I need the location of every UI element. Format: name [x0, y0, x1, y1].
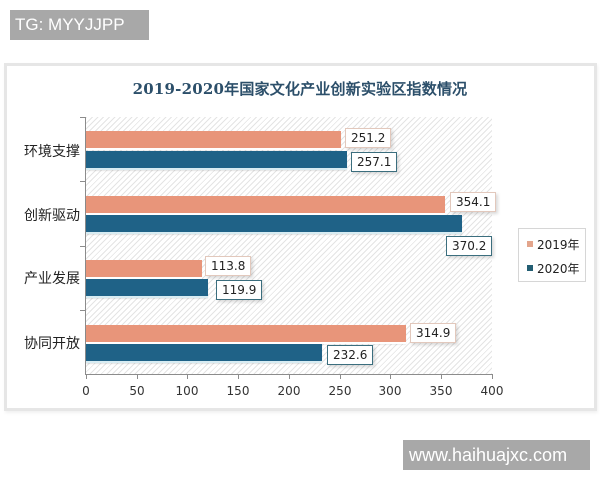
y-tick [80, 117, 86, 118]
x-tick [187, 374, 188, 379]
legend: 2019年 2020年 [518, 228, 586, 282]
x-tick-label: 0 [82, 384, 90, 398]
legend-swatch-2019 [527, 241, 533, 247]
category-label: 产业发展 [24, 271, 80, 287]
watermark-top: TG: MYYJJPP [10, 10, 149, 40]
x-tick [289, 374, 290, 379]
x-tick-label: 350 [429, 384, 453, 398]
bar-2020-环境支撑 [86, 151, 347, 168]
x-tick-label: 50 [129, 384, 145, 398]
legend-label-2020: 2020年 [537, 261, 580, 276]
x-tick [340, 374, 341, 379]
data-label-2019: 113.8 [205, 256, 252, 276]
x-tick [441, 374, 442, 379]
x-tick [390, 374, 391, 379]
data-label-2019: 354.1 [450, 192, 497, 212]
x-tick [238, 374, 239, 379]
bar-2019-产业发展 [86, 260, 202, 277]
x-tick-label: 200 [277, 384, 301, 398]
bar-2020-产业发展 [86, 279, 208, 296]
x-tick-label: 150 [226, 384, 250, 398]
data-label-2020: 232.6 [327, 345, 374, 365]
legend-item-2020: 2020年 [527, 260, 580, 276]
data-label-2019: 251.2 [345, 128, 392, 148]
x-tick [492, 374, 493, 379]
bar-2020-创新驱动 [86, 215, 462, 232]
y-tick [80, 181, 86, 182]
x-tick-label: 400 [480, 384, 504, 398]
data-label-2019: 314.9 [410, 323, 457, 343]
data-label-2020: 119.9 [216, 280, 263, 300]
y-tick [80, 310, 86, 311]
data-label-2020: 370.2 [446, 236, 493, 256]
category-label: 创新驱动 [24, 208, 80, 224]
x-tick-label: 300 [378, 384, 402, 398]
category-label: 协同开放 [24, 336, 80, 352]
legend-item-2019: 2019年 [527, 236, 580, 252]
legend-swatch-2020 [527, 265, 533, 271]
bar-2019-协同开放 [86, 325, 406, 342]
chart-title: 2019-2020年国家文化产业创新实验区指数情况 [132, 80, 468, 98]
bar-2019-环境支撑 [86, 131, 341, 148]
x-tick-label: 100 [175, 384, 199, 398]
x-tick [137, 374, 138, 379]
watermark-bottom: www.haihuajxc.com [403, 440, 590, 470]
y-tick [80, 246, 86, 247]
x-tick [86, 374, 87, 379]
bar-2020-协同开放 [86, 344, 322, 361]
category-label: 环境支撑 [24, 144, 80, 160]
legend-label-2019: 2019年 [537, 237, 580, 252]
bar-2019-创新驱动 [86, 196, 445, 213]
x-tick-label: 250 [328, 384, 352, 398]
data-label-2020: 257.1 [351, 152, 398, 172]
